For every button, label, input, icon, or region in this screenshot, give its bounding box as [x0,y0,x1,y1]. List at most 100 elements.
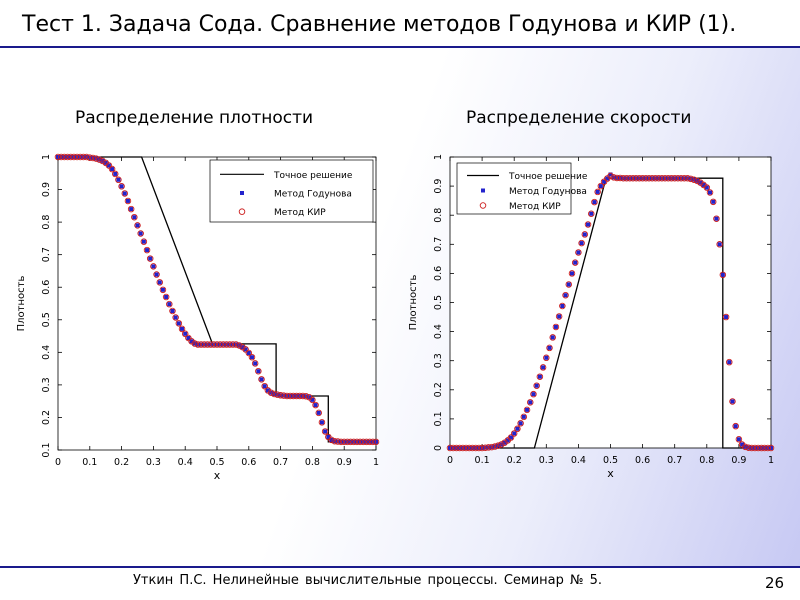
kir-point [121,190,129,197]
godunov-point [269,390,274,395]
kir-point [459,444,467,452]
kir-point [748,444,755,452]
legend-label: Точное решение [508,172,588,182]
godunov-point [189,339,194,344]
kir-point [671,174,678,182]
y-tick-label: 0.2 [41,410,52,425]
kir-point [729,398,736,405]
x-tick-label: 0.2 [507,455,522,466]
kir-point [86,154,94,161]
y-tick-label: 0.5 [41,312,52,327]
kir-point [172,314,179,321]
kir-point [607,172,614,180]
kir-point [517,420,524,427]
kir-point [181,330,189,338]
kir-point [372,438,380,446]
kir-point [709,198,717,206]
godunov-point [148,256,153,261]
godunov-point [502,440,507,445]
godunov-point [323,429,328,434]
legend-label: Метод КИР [509,202,561,212]
kir-point [248,353,256,361]
kir-point [229,341,237,348]
kir-point [166,300,173,308]
kir-point [191,340,198,347]
godunov-point [730,399,735,404]
kir-point [690,176,698,183]
kir-point [546,344,553,352]
godunov-point [151,264,156,269]
kir-point [549,334,556,341]
godunov-point [505,438,510,443]
kir-point [466,444,473,452]
godunov-point [110,167,115,172]
kir-point [584,221,592,228]
kir-point [360,438,367,446]
kir-point [722,313,730,321]
kir-point [488,443,495,451]
kir-point [213,341,221,348]
x-tick-label: 0.8 [305,457,320,468]
godunov-point [183,331,188,336]
godunov-point [698,180,703,185]
godunov-point [246,350,251,355]
x-tick-label: 1 [768,455,774,466]
kir-point [507,434,515,441]
kir-point [555,313,563,320]
kir-point [96,156,103,163]
kir-point [207,341,214,348]
kir-point [485,444,492,451]
kir-point [745,444,752,451]
kir-point [677,174,685,182]
kir-point [767,444,775,452]
kir-point [754,444,762,452]
kir-point [578,239,585,247]
y-tick-label: 0.4 [41,345,52,360]
kir-point [131,213,138,221]
godunov-point [589,211,594,216]
kir-point [623,174,630,182]
velocity-chart-heading: Распределение скорости [466,108,692,128]
x-tick-label: 0.3 [539,455,554,466]
kir-point [552,323,560,331]
kir-point [735,436,743,443]
godunov-point [240,345,245,350]
kir-point [520,413,528,421]
godunov-point [566,282,571,287]
kir-point [591,198,598,206]
x-tick-label: 0.5 [209,457,224,468]
godunov-point [569,271,574,276]
kir-point [80,153,87,161]
kir-point [629,174,637,182]
kir-point [210,341,218,348]
godunov-point [125,198,130,203]
kir-point [293,392,300,400]
kir-point [277,392,284,399]
legend-label: Метод Годунова [509,187,587,197]
kir-point [356,438,364,446]
godunov-point [512,431,517,436]
kir-point [453,444,460,452]
godunov-point [119,184,124,189]
kir-point [134,222,141,229]
kir-point [536,373,544,380]
godunov-point [316,410,321,415]
godunov-point [518,421,523,426]
godunov-point [695,178,700,183]
kir-point [571,259,579,266]
kir-point [175,320,183,327]
kir-point [530,390,537,398]
kir-point [111,170,119,178]
godunov-point [691,177,696,182]
kir-point [726,358,733,366]
y-tick-label: 0.9 [433,179,444,194]
godunov-point [326,434,331,439]
kir-point [315,409,323,417]
y-tick-label: 0.3 [41,377,52,392]
kir-point [169,307,176,315]
godunov-point [180,326,185,331]
x-tick-label: 0.1 [82,457,97,468]
godunov-point [499,442,504,447]
kir-point [255,367,262,375]
godunov-point [701,182,706,187]
